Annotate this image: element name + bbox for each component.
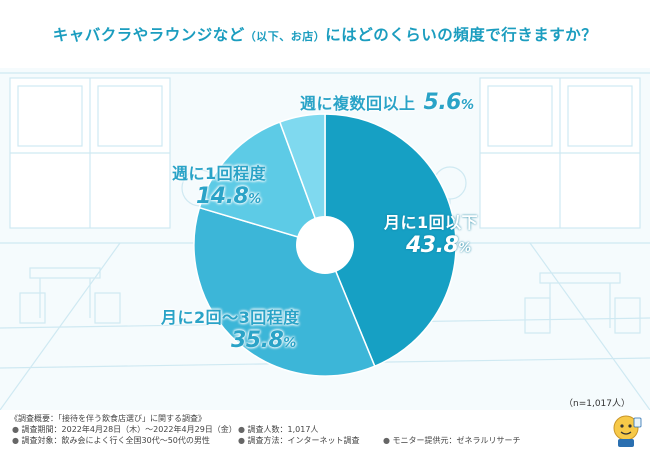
pie-chart <box>193 113 457 377</box>
chart-header: キャバクラやラウンジなど（以下、お店）にはどのくらいの頻度で行きますか？ <box>0 0 650 68</box>
survey-period: ● 調査期間：2022年4月28日（木）〜2022年4月29日（金） <box>12 425 237 434</box>
slice-4-value: 5.6 <box>423 90 462 115</box>
survey-provider: ● モニター提供元：ゼネラルリサーチ <box>383 436 521 445</box>
pie-slices <box>193 113 457 377</box>
slice-3-unit: % <box>248 192 261 207</box>
slice-label-2: 月に2回〜3回程度 35.8% <box>161 304 300 353</box>
mascot-icon <box>613 415 642 447</box>
slice-2-unit: % <box>283 336 296 351</box>
survey-count: ● 調査人数：1,017人 <box>238 425 319 434</box>
slice-label-1: 月に1回以下 43.8% <box>384 209 478 258</box>
slice-1-unit: % <box>458 241 471 256</box>
slice-3-name: 週に1回程度 <box>172 164 267 183</box>
slice-3-value: 14.8 <box>196 184 249 209</box>
pie-slice-1 <box>324 113 457 368</box>
survey-target: ● 調査対象：飲み会によく行く全国30代〜50代の男性 <box>12 436 210 445</box>
slice-1-name: 月に1回以下 <box>384 213 479 232</box>
survey-title: 《調査概要：「接待を伴う飲食店選び」に関する調査》 <box>10 414 206 423</box>
pie-slice-4 <box>278 113 326 246</box>
donut-hole <box>296 216 354 274</box>
slice-label-4: 週に複数回以上 5.6% <box>300 90 474 115</box>
slice-2-value: 35.8 <box>231 328 284 353</box>
cafe-interior-drawing <box>0 72 650 410</box>
title-paren: （以下、お店） <box>244 30 326 43</box>
slice-label-3: 週に1回程度 14.8% <box>172 160 266 209</box>
slice-4-unit: % <box>461 98 474 113</box>
survey-method: ● 調査方法：インターネット調査 <box>238 436 360 445</box>
title-main: キャバクラやラウンジなど <box>52 26 245 44</box>
sample-size-note: （n=1,017人） <box>563 399 630 409</box>
pie-slice-3 <box>198 121 327 247</box>
title-tail: にはどのくらいの頻度で行きますか？ <box>325 26 598 44</box>
slice-1-value: 43.8 <box>406 233 459 258</box>
slice-4-name: 週に複数回以上 <box>300 94 416 113</box>
survey-footer: 《調査概要：「接待を伴う飲食店選び」に関する調査》 ● 調査期間：2022年4月… <box>0 410 650 450</box>
chart-title: キャバクラやラウンジなど（以下、お店）にはどのくらいの頻度で行きますか？ <box>53 23 598 45</box>
slice-2-name: 月に2回〜3回程度 <box>161 308 300 327</box>
pie-slice-2 <box>193 206 376 377</box>
